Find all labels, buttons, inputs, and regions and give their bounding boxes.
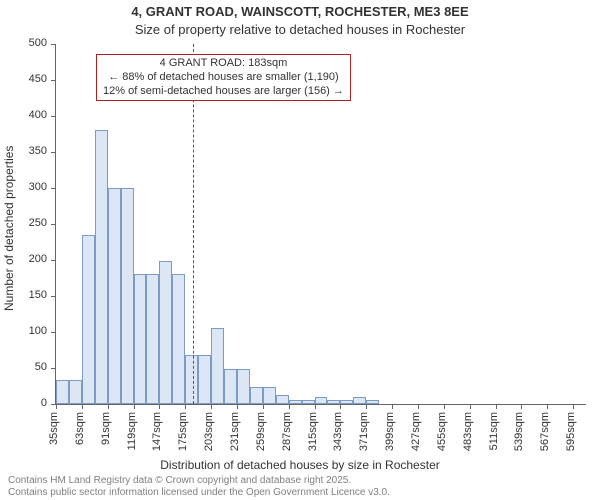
- xtick-mark: [56, 404, 57, 409]
- histogram-bar: [146, 274, 159, 404]
- ytick-label: 100: [29, 325, 47, 337]
- histogram-bar: [315, 397, 328, 404]
- ytick-mark: [51, 332, 56, 333]
- histogram-bar: [69, 380, 82, 404]
- xtick-mark: [108, 404, 109, 409]
- ytick-label: 250: [29, 217, 47, 229]
- ytick-label: 50: [35, 361, 47, 373]
- ytick-label: 400: [29, 109, 47, 121]
- histogram-bar: [237, 369, 250, 404]
- y-axis-label: Number of detached properties: [2, 146, 16, 311]
- xtick-mark: [470, 404, 471, 409]
- annotation-line: 4 GRANT ROAD: 183sqm: [103, 57, 344, 71]
- histogram-bar: [211, 328, 224, 404]
- xtick-mark: [496, 404, 497, 409]
- histogram-bar: [159, 261, 172, 404]
- xtick-mark: [418, 404, 419, 409]
- annotation-line: ← 88% of detached houses are smaller (1,…: [103, 71, 344, 85]
- histogram-bar: [276, 395, 289, 404]
- histogram-bar: [95, 130, 108, 404]
- x-axis-label: Distribution of detached houses by size …: [0, 458, 600, 472]
- ytick-mark: [51, 224, 56, 225]
- xtick-mark: [392, 404, 393, 409]
- title-subtitle: Size of property relative to detached ho…: [0, 22, 600, 37]
- histogram-bar: [82, 235, 95, 404]
- xtick-mark: [444, 404, 445, 409]
- ytick-label: 0: [41, 397, 47, 409]
- ytick-label: 200: [29, 253, 47, 265]
- plot-area: 4 GRANT ROAD: 183sqm← 88% of detached ho…: [55, 44, 586, 405]
- annotation-line: 12% of semi-detached houses are larger (…: [103, 85, 344, 99]
- ytick-mark: [51, 188, 56, 189]
- xtick-mark: [237, 404, 238, 409]
- histogram-bar: [353, 397, 366, 404]
- histogram-bar: [108, 188, 121, 404]
- xtick-mark: [521, 404, 522, 409]
- histogram-bar: [121, 188, 134, 404]
- ytick-label: 300: [29, 181, 47, 193]
- histogram-bar: [327, 400, 340, 404]
- annotation-box: 4 GRANT ROAD: 183sqm← 88% of detached ho…: [96, 54, 351, 101]
- histogram-bar: [263, 387, 276, 404]
- xtick-mark: [159, 404, 160, 409]
- ytick-label: 450: [29, 73, 47, 85]
- histogram-bar: [289, 400, 302, 404]
- figure: 4, GRANT ROAD, WAINSCOTT, ROCHESTER, ME3…: [0, 0, 600, 500]
- xtick-mark: [289, 404, 290, 409]
- histogram-bar: [134, 274, 147, 404]
- xtick-mark: [263, 404, 264, 409]
- ytick-mark: [51, 152, 56, 153]
- ytick-mark: [51, 368, 56, 369]
- xtick-mark: [185, 404, 186, 409]
- ytick-mark: [51, 116, 56, 117]
- ytick-label: 500: [29, 37, 47, 49]
- ytick-label: 150: [29, 289, 47, 301]
- xtick-mark: [573, 404, 574, 409]
- xtick-mark: [315, 404, 316, 409]
- ytick-mark: [51, 296, 56, 297]
- histogram-bar: [250, 387, 263, 404]
- ytick-mark: [51, 260, 56, 261]
- xtick-mark: [366, 404, 367, 409]
- ytick-label: 350: [29, 145, 47, 157]
- histogram-bar: [172, 274, 185, 404]
- footnote: Contains HM Land Registry data © Crown c…: [8, 475, 390, 498]
- histogram-bar: [340, 400, 353, 404]
- xtick-mark: [547, 404, 548, 409]
- histogram-bar: [302, 400, 315, 404]
- footnote-line2: Contains public sector information licen…: [8, 487, 390, 499]
- ytick-mark: [51, 80, 56, 81]
- xtick-mark: [134, 404, 135, 409]
- xtick-mark: [340, 404, 341, 409]
- xtick-mark: [211, 404, 212, 409]
- footnote-line1: Contains HM Land Registry data © Crown c…: [8, 475, 390, 487]
- histogram-bar: [198, 355, 211, 404]
- histogram-bar: [366, 400, 379, 404]
- xtick-mark: [82, 404, 83, 409]
- histogram-bar: [224, 369, 237, 404]
- histogram-bar: [56, 380, 69, 404]
- title-address: 4, GRANT ROAD, WAINSCOTT, ROCHESTER, ME3…: [0, 4, 600, 19]
- ytick-mark: [51, 44, 56, 45]
